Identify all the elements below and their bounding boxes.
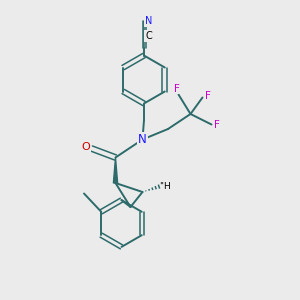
Text: C: C: [145, 31, 152, 41]
Text: F: F: [174, 83, 180, 94]
Text: N: N: [138, 133, 147, 146]
Polygon shape: [113, 158, 118, 183]
Text: O: O: [82, 142, 91, 152]
Text: N: N: [145, 16, 152, 26]
Text: ''H: ''H: [160, 182, 171, 191]
Text: F: F: [214, 119, 220, 130]
Text: F: F: [205, 91, 211, 101]
